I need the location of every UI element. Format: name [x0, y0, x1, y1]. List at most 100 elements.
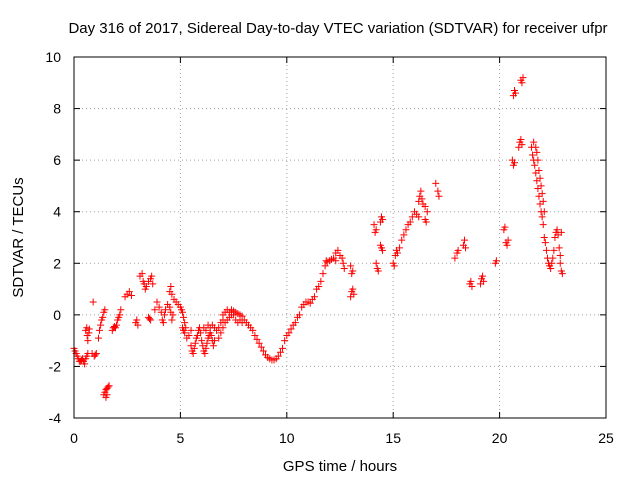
data-point: [117, 306, 125, 314]
data-point: [451, 254, 459, 262]
data-point: [347, 262, 355, 270]
data-point: [402, 226, 410, 234]
data-point: [134, 321, 142, 329]
data-point: [492, 257, 500, 265]
x-tick-label: 10: [279, 430, 295, 446]
data-point: [181, 329, 189, 337]
chart-title: Day 316 of 2017, Sidereal Day-to-day VTE…: [68, 20, 607, 37]
data-point: [94, 334, 102, 342]
data-point: [539, 197, 547, 205]
data-point: [434, 187, 442, 195]
data-point: [422, 218, 430, 226]
data-point: [415, 213, 423, 221]
data-point: [462, 244, 470, 252]
data-point: [149, 280, 157, 288]
y-tick-label: 6: [53, 152, 61, 168]
data-point: [321, 262, 329, 270]
data-point: [310, 293, 318, 301]
data-point: [421, 203, 429, 211]
data-point: [85, 325, 93, 333]
data-point: [259, 347, 267, 355]
data-point: [479, 272, 487, 280]
data-point: [460, 236, 468, 244]
data-point: [371, 228, 379, 236]
data-point: [555, 244, 563, 252]
data-point: [99, 313, 107, 321]
data-point: [319, 270, 327, 278]
data-point: [251, 331, 259, 339]
data-point: [219, 324, 227, 332]
data-point: [147, 316, 155, 324]
data-point: [215, 334, 223, 342]
data-point: [210, 337, 218, 345]
data-point: [257, 343, 265, 351]
data-point: [202, 344, 210, 352]
data-point: [153, 298, 161, 306]
data-point: [97, 321, 105, 329]
data-point: [339, 259, 347, 267]
data-point: [202, 326, 210, 334]
data-point: [89, 298, 97, 306]
data-point: [92, 350, 100, 358]
data-point: [504, 236, 512, 244]
data-point: [104, 383, 112, 391]
data-point: [518, 141, 526, 149]
x-tick-label: 5: [177, 430, 185, 446]
x-axis-label: GPS time / hours: [283, 458, 397, 475]
data-point: [406, 218, 414, 226]
data-point: [91, 351, 99, 359]
y-tick-label: -4: [49, 410, 62, 426]
data-point: [435, 192, 443, 200]
data-point: [334, 246, 342, 254]
data-point: [480, 277, 488, 285]
data-point: [557, 228, 565, 236]
data-point: [253, 335, 261, 343]
data-point: [540, 208, 548, 216]
data-point: [125, 288, 133, 296]
data-point: [556, 252, 564, 260]
data-point: [531, 161, 539, 169]
data-point: [349, 285, 357, 293]
data-point: [167, 282, 175, 290]
data-point: [279, 344, 287, 352]
data-point: [535, 166, 543, 174]
data-point: [201, 350, 209, 358]
data-point: [197, 329, 205, 337]
data-point: [372, 259, 380, 267]
data-point: [398, 236, 406, 244]
data-point: [390, 262, 398, 270]
data-point: [169, 311, 177, 319]
data-point: [179, 308, 187, 316]
data-point: [281, 337, 289, 345]
plot-frame: [73, 56, 607, 419]
x-tick-label: 0: [70, 430, 78, 446]
data-point: [133, 316, 141, 324]
data-point: [168, 316, 176, 324]
data-point: [127, 292, 135, 300]
data-point: [203, 339, 211, 347]
data-point: [418, 195, 426, 203]
data-point: [542, 246, 550, 254]
data-point: [190, 344, 198, 352]
data-point: [166, 303, 174, 311]
data-point: [101, 306, 109, 314]
data-point: [255, 339, 263, 347]
y-axis-label: SDTVAR / TECUs: [10, 177, 27, 297]
data-point: [512, 89, 520, 97]
data-point: [432, 179, 440, 187]
data-point: [533, 148, 541, 156]
data-point: [529, 151, 537, 159]
data-point: [181, 319, 189, 327]
data-point: [285, 329, 293, 337]
data-point: [393, 249, 401, 257]
data-point: [348, 270, 356, 278]
data-point: [187, 326, 195, 334]
data-point: [340, 264, 348, 272]
data-point: [538, 190, 546, 198]
y-tick-label: 0: [53, 307, 61, 323]
data-point: [116, 311, 124, 319]
data-point: [317, 277, 325, 285]
data-point: [537, 182, 545, 190]
data-point: [249, 326, 257, 334]
data-point: [185, 331, 193, 339]
